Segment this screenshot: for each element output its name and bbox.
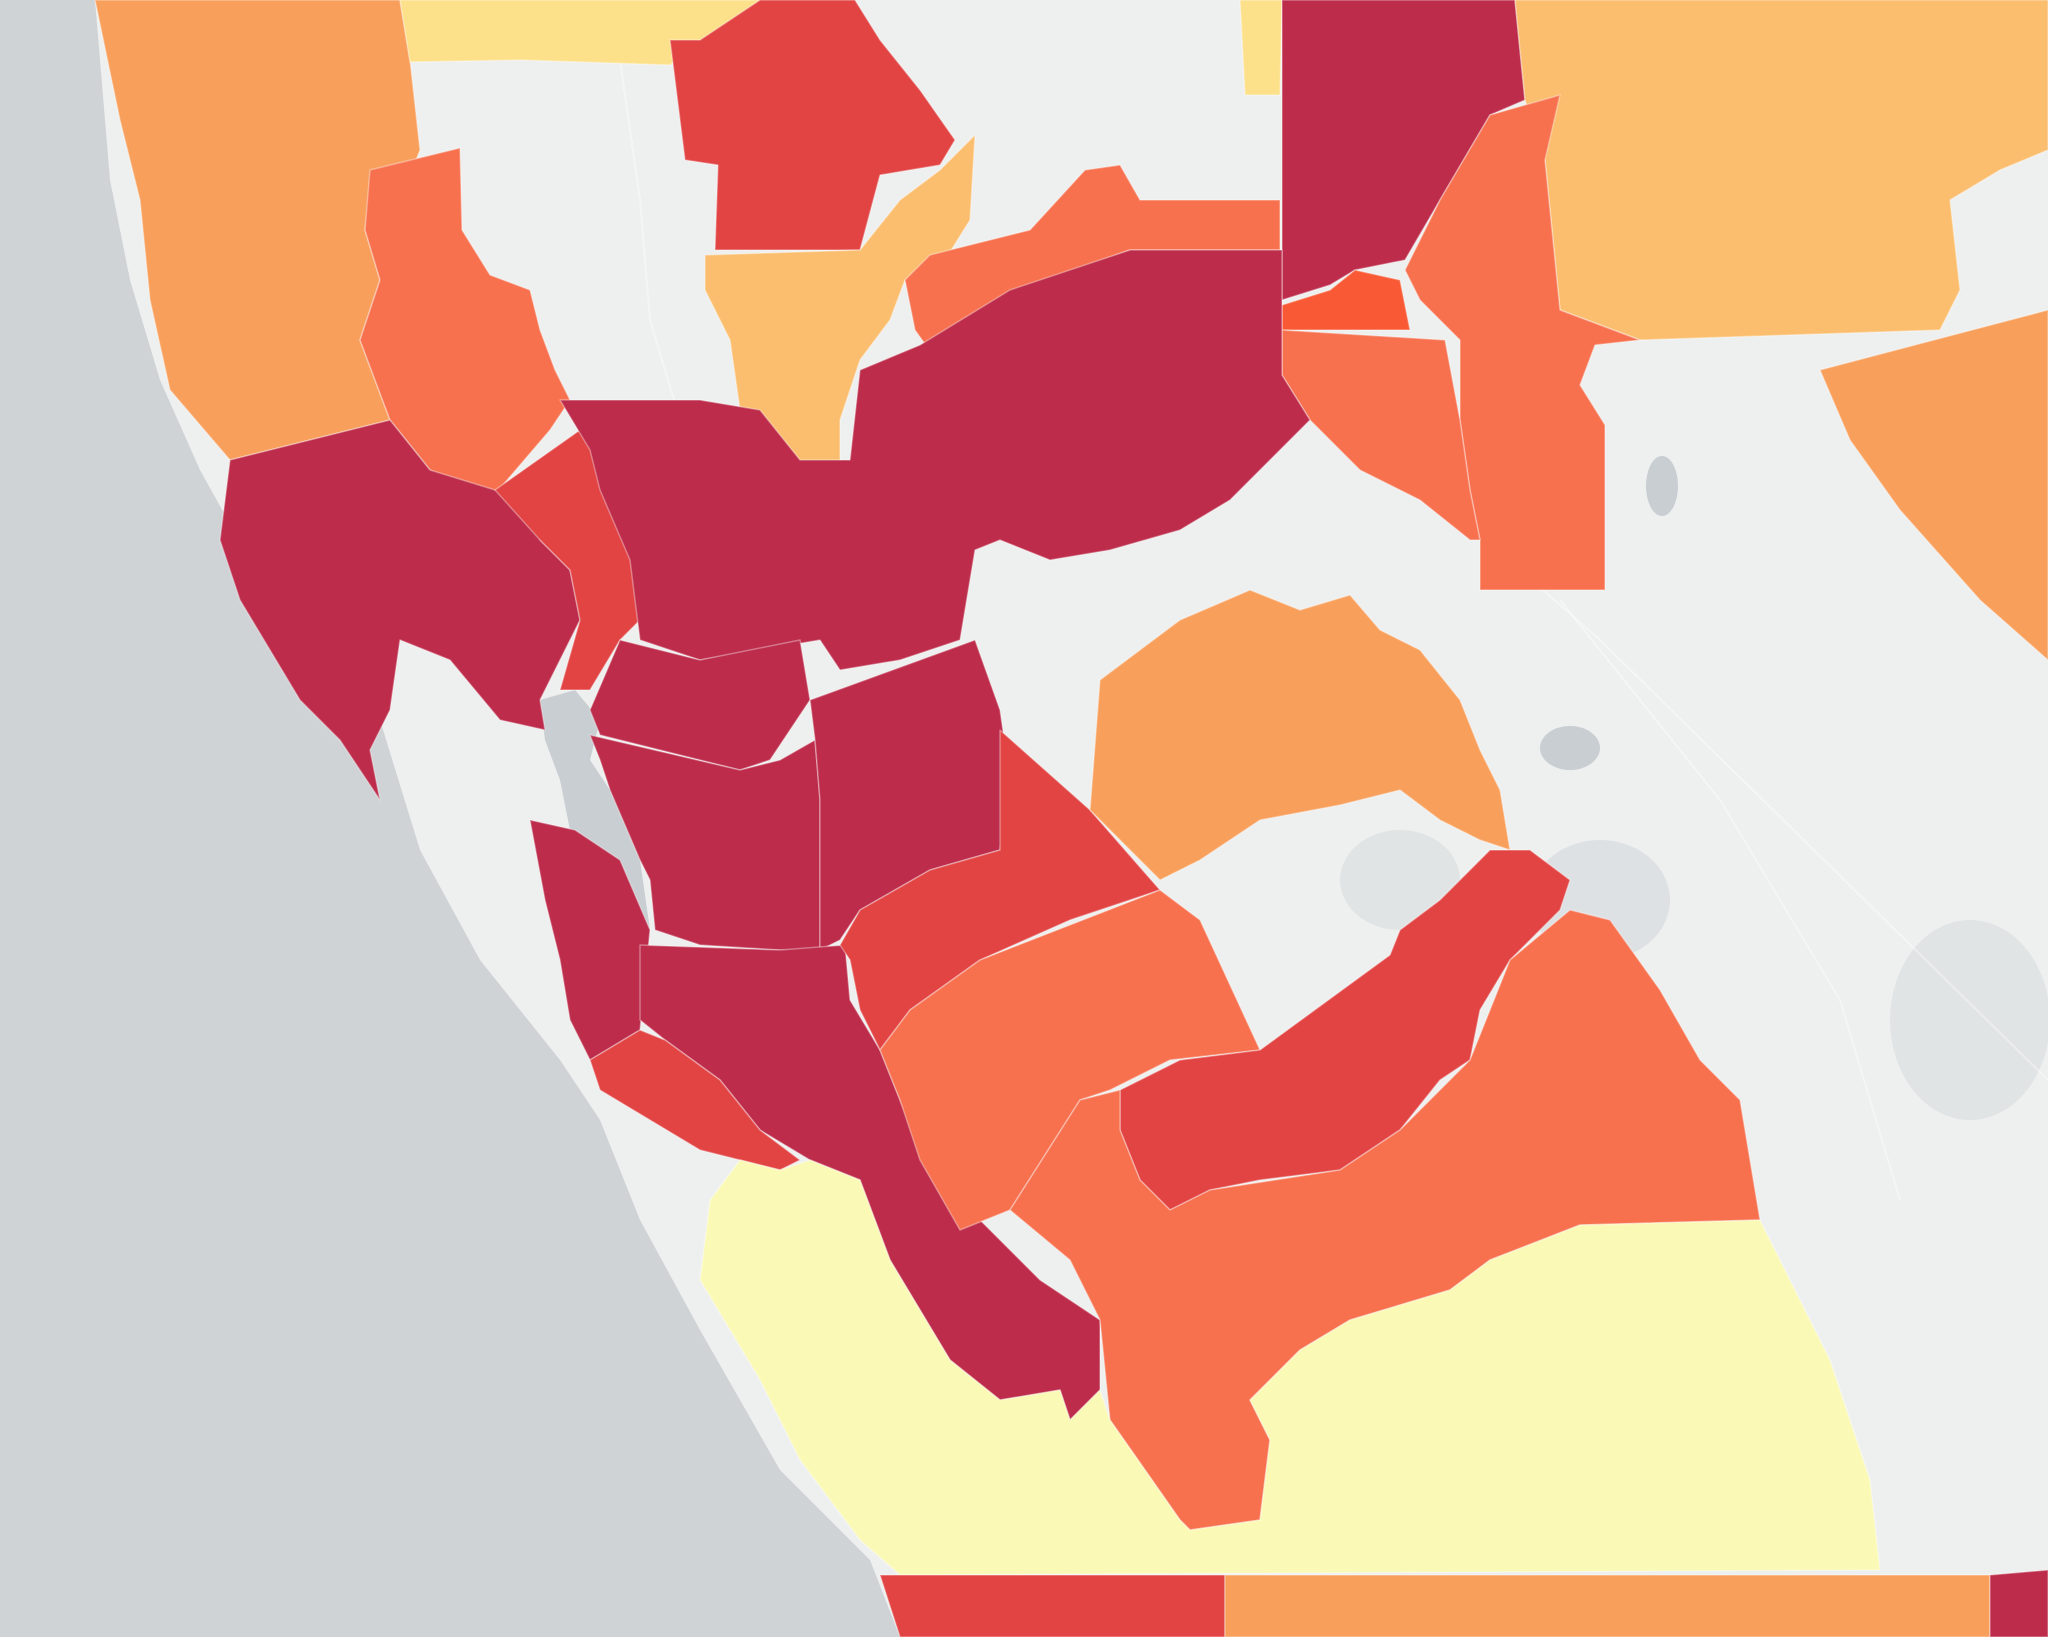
road — [619, 59, 681, 421]
lake — [1646, 456, 1678, 516]
county-region[interactable] — [1239, 0, 1283, 96]
county-region[interactable] — [1989, 1569, 2048, 1637]
road — [1559, 599, 1901, 1201]
lake — [1890, 920, 2048, 1120]
county-region[interactable] — [1819, 309, 2048, 661]
county-region[interactable] — [704, 134, 976, 471]
lake — [1340, 830, 1460, 930]
county-region[interactable] — [589, 1029, 801, 1171]
county-region[interactable] — [699, 1159, 1881, 1576]
county-region[interactable] — [589, 734, 821, 951]
county-region[interactable] — [589, 639, 811, 771]
county-region[interactable] — [559, 249, 1311, 671]
county-region[interactable] — [1089, 589, 1511, 881]
county-region[interactable] — [359, 147, 571, 501]
county-region[interactable] — [879, 1574, 1226, 1637]
county-region[interactable] — [669, 0, 956, 251]
county-region[interactable] — [1224, 1574, 1991, 1637]
county-region[interactable] — [1404, 94, 1641, 591]
bay-water-north — [540, 695, 585, 730]
lake — [1540, 726, 1600, 770]
county-region[interactable] — [839, 729, 1161, 1051]
